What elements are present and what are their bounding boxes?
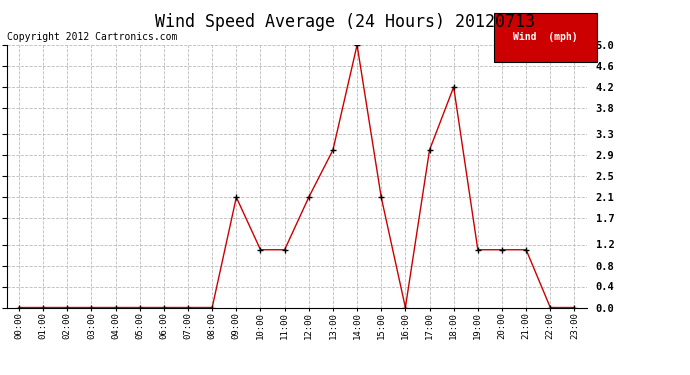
Text: Copyright 2012 Cartronics.com: Copyright 2012 Cartronics.com xyxy=(7,32,177,42)
Text: Wind  (mph): Wind (mph) xyxy=(513,32,578,42)
Text: Wind Speed Average (24 Hours) 20120713: Wind Speed Average (24 Hours) 20120713 xyxy=(155,13,535,31)
